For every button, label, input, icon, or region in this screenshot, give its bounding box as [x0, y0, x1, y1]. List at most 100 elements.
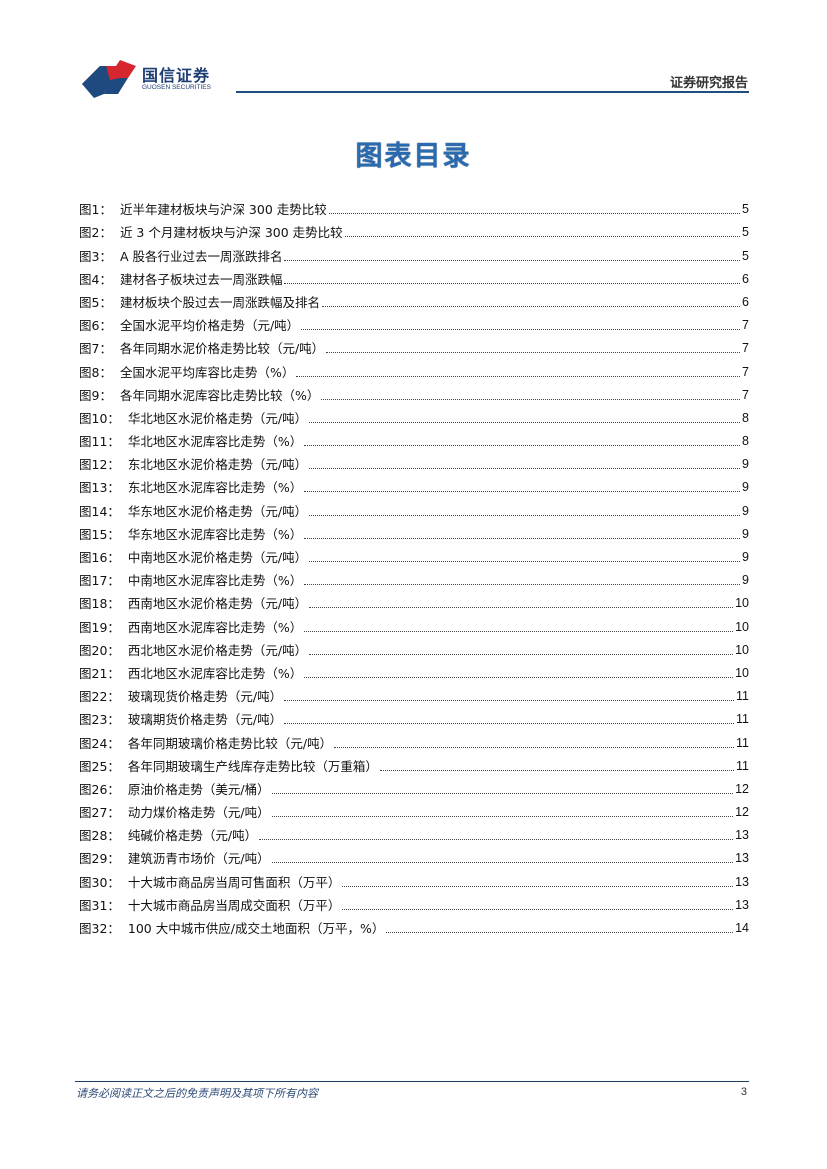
toc-entry[interactable]: 图29： 建筑沥青市场价（元/吨） 13: [79, 844, 749, 867]
dot-leader: [309, 468, 741, 470]
toc-page-number: 13: [735, 874, 749, 889]
dot-leader: [309, 514, 741, 516]
toc-entry[interactable]: 图14： 华东地区水泥价格走势（元/吨） 9: [79, 496, 749, 519]
figure-title: 华东地区水泥价格走势（元/吨）: [127, 503, 308, 519]
toc-entry[interactable]: 图26： 原油价格走势（美元/桶） 12: [79, 775, 749, 798]
table-of-figures: 图1： 近半年建材板块与沪深 300 走势比较 5 图2： 近 3 个月建材板块与沪深 …: [79, 195, 749, 937]
toc-entry[interactable]: 图18： 西南地区水泥价格走势（元/吨） 10: [79, 589, 749, 612]
toc-entry[interactable]: 图30： 十大城市商品房当周可售面积（万平） 13: [79, 867, 749, 890]
dot-leader: [296, 375, 741, 377]
toc-entry-label: 图5： 建材板块个股过去一周涨跌幅及排名: [79, 294, 320, 311]
toc-entry[interactable]: 图19： 西南地区水泥库容比走势（%） 10: [79, 612, 749, 635]
figure-title: 全国水泥平均库容比走势（%）: [119, 364, 295, 380]
toc-entry[interactable]: 图31： 十大城市商品房当周成交面积（万平） 13: [79, 891, 749, 914]
figure-number: 图24：: [79, 735, 120, 751]
toc-entry[interactable]: 图13： 东北地区水泥库容比走势（%） 9: [79, 473, 749, 496]
toc-page-number: 10: [735, 665, 749, 680]
figure-title: 近半年建材板块与沪深 300 走势比较: [119, 202, 327, 218]
toc-entry[interactable]: 图1： 近半年建材板块与沪深 300 走势比较 5: [79, 195, 749, 218]
toc-page-number: 5: [742, 202, 749, 217]
figure-number: 图13：: [79, 480, 120, 496]
figure-title: 十大城市商品房当周可售面积（万平）: [127, 874, 341, 890]
toc-page-number: 9: [742, 573, 749, 588]
toc-entry[interactable]: 图22： 玻璃现货价格走势（元/吨） 11: [79, 682, 749, 705]
toc-page-number: 7: [742, 318, 749, 333]
toc-page-number: 12: [735, 781, 749, 796]
dot-leader: [309, 561, 741, 562]
toc-entry-label: 图31： 十大城市商品房当周成交面积（万平）: [79, 897, 340, 914]
figure-number: 图19：: [79, 619, 120, 635]
figure-title: 西南地区水泥库容比走势（%）: [127, 619, 303, 635]
figure-number: 图21：: [79, 665, 120, 681]
figure-number: 图1：: [79, 202, 112, 218]
toc-page-number: 5: [742, 248, 749, 263]
toc-entry[interactable]: 图3： A 股各行业过去一周涨跌排名 5: [79, 241, 749, 264]
toc-entry[interactable]: 图10： 华北地区水泥价格走势（元/吨） 8: [79, 404, 749, 427]
dot-leader: [304, 445, 741, 447]
toc-entry[interactable]: 图24： 各年同期玻璃价格走势比较（元/吨） 11: [79, 728, 749, 751]
dot-leader: [304, 491, 741, 493]
page-title: 图表目录: [355, 141, 472, 172]
toc-entry[interactable]: 图20： 西北地区水泥价格走势（元/吨） 10: [79, 636, 749, 659]
figure-title: 玻璃期货价格走势（元/吨）: [127, 712, 283, 728]
figure-number: 图26：: [79, 781, 120, 797]
figure-title: 中南地区水泥库容比走势（%）: [127, 573, 303, 589]
toc-entry[interactable]: 图6： 全国水泥平均价格走势（元/吨） 7: [79, 311, 749, 334]
toc-page-number: 9: [742, 526, 749, 541]
toc-entry[interactable]: 图25： 各年同期玻璃生产线库存走势比较（万重箱） 11: [79, 752, 749, 775]
dot-leader: [301, 329, 741, 331]
toc-entry[interactable]: 图23： 玻璃期货价格走势（元/吨） 11: [79, 705, 749, 728]
figure-title: 十大城市商品房当周成交面积（万平）: [127, 897, 341, 913]
dot-leader: [284, 282, 741, 284]
toc-page-number: 13: [735, 897, 749, 912]
toc-entry-label: 图11： 华北地区水泥库容比走势（%）: [79, 433, 302, 450]
toc-entry[interactable]: 图15： 华东地区水泥库容比走势（%） 9: [79, 520, 749, 543]
dot-leader: [326, 352, 741, 354]
toc-entry[interactable]: 图2： 近 3 个月建材板块与沪深 300 走势比较 5: [79, 218, 749, 241]
toc-page-number: 7: [742, 341, 749, 356]
footer-disclaimer: 请务必阅读正文之后的免责声明及其项下所有内容: [76, 1087, 318, 1100]
toc-entry-label: 图18： 西南地区水泥价格走势（元/吨）: [79, 595, 307, 612]
toc-page-number: 11: [736, 689, 749, 704]
toc-page-number: 12: [735, 805, 749, 820]
logo-text: 国信证券: [142, 66, 211, 85]
toc-entry[interactable]: 图12： 东北地区水泥价格走势（元/吨） 9: [79, 450, 749, 473]
toc-entry[interactable]: 图27： 动力煤价格走势（元/吨） 12: [79, 798, 749, 821]
figure-title: 全国水泥平均价格走势（元/吨）: [119, 318, 300, 334]
figure-title: 建材各子板块过去一周涨跌幅: [119, 271, 283, 287]
toc-entry[interactable]: 图4： 建材各子板块过去一周涨跌幅 6: [79, 265, 749, 288]
figure-title: 东北地区水泥价格走势（元/吨）: [127, 457, 308, 473]
toc-entry[interactable]: 图32： 100 大中城市供应/成交土地面积（万平，%） 14: [79, 914, 749, 937]
logo-english-text: GUOSEN SECURITIES: [142, 84, 211, 91]
dot-leader: [284, 723, 735, 725]
figure-title: 建筑沥青市场价（元/吨）: [127, 851, 270, 867]
toc-entry[interactable]: 图8： 全国水泥平均库容比走势（%） 7: [79, 357, 749, 380]
toc-page-number: 7: [742, 387, 749, 402]
toc-entry[interactable]: 图16： 中南地区水泥价格走势（元/吨） 9: [79, 543, 749, 566]
dot-leader: [379, 769, 735, 771]
toc-entry[interactable]: 图9： 各年同期水泥库容比走势比较（%） 7: [79, 381, 749, 404]
figure-title: 华东地区水泥库容比走势（%）: [127, 526, 303, 542]
figure-title: 东北地区水泥库容比走势（%）: [127, 480, 303, 496]
footer-divider: [75, 1081, 749, 1082]
figure-number: 图9：: [79, 387, 112, 403]
figure-title: 西南地区水泥价格走势（元/吨）: [127, 596, 308, 612]
toc-entry-label: 图9： 各年同期水泥库容比走势比较（%）: [79, 387, 319, 404]
figure-number: 图16：: [79, 550, 120, 565]
figure-number: 图22：: [79, 689, 120, 705]
toc-entry-label: 图4： 建材各子板块过去一周涨跌幅: [79, 271, 282, 288]
toc-page-number: 7: [742, 364, 749, 379]
toc-page-number: 8: [742, 434, 749, 449]
toc-entry-label: 图30： 十大城市商品房当周可售面积（万平）: [79, 874, 340, 891]
toc-entry-label: 图32： 100 大中城市供应/成交土地面积（万平，%）: [79, 920, 384, 937]
toc-entry[interactable]: 图7： 各年同期水泥价格走势比较（元/吨） 7: [79, 334, 749, 357]
toc-page-number: 9: [742, 457, 749, 472]
toc-entry[interactable]: 图5： 建材板块个股过去一周涨跌幅及排名 6: [79, 288, 749, 311]
toc-entry-label: 图29： 建筑沥青市场价（元/吨）: [79, 850, 270, 867]
toc-entry-label: 图7： 各年同期水泥价格走势比较（元/吨）: [79, 340, 324, 357]
toc-entry[interactable]: 图17： 中南地区水泥库容比走势（%） 9: [79, 566, 749, 589]
toc-entry[interactable]: 图28： 纯碱价格走势（元/吨） 13: [79, 821, 749, 844]
dot-leader: [321, 305, 741, 307]
toc-entry[interactable]: 图11： 华北地区水泥库容比走势（%） 8: [79, 427, 749, 450]
toc-entry[interactable]: 图21： 西北地区水泥库容比走势（%） 10: [79, 659, 749, 682]
